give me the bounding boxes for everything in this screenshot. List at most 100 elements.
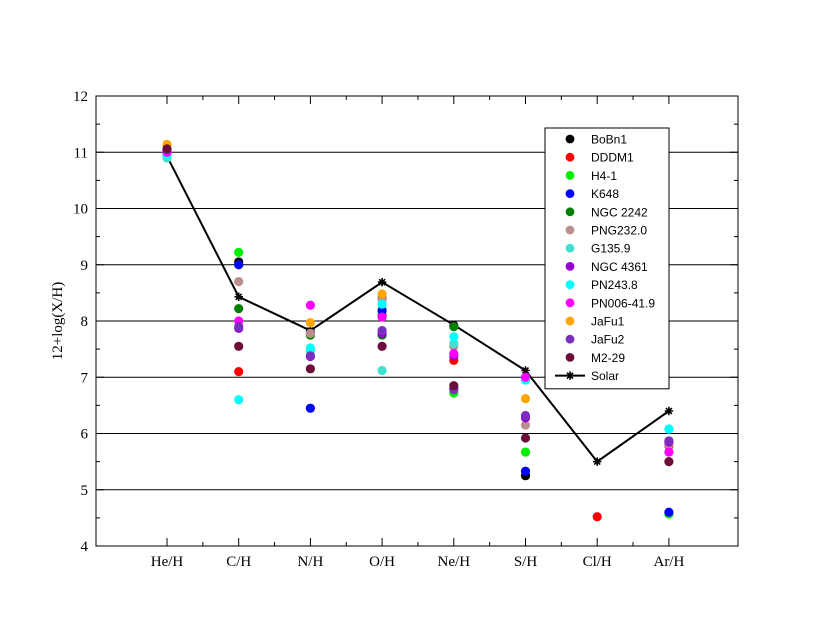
data-point: [377, 289, 387, 299]
solar-star-marker: [664, 406, 674, 416]
legend-label: H4-1: [591, 169, 617, 183]
data-point: [377, 312, 387, 322]
data-point: [449, 349, 459, 359]
data-point: [305, 364, 315, 374]
data-point: [664, 424, 674, 434]
solar-star-marker: [593, 457, 602, 466]
legend-label: JaFu1: [591, 315, 625, 329]
legend-label: G135.9: [591, 242, 631, 256]
data-point: [305, 300, 315, 310]
data-point: [377, 365, 387, 376]
x-tick-label: Ne/H: [438, 554, 471, 570]
data-point: [234, 260, 244, 270]
data-point: [520, 410, 531, 421]
legend-label: NGC 2242: [591, 205, 648, 219]
legend-marker: [565, 207, 575, 217]
legend-label: Solar: [591, 369, 619, 383]
data-point: [520, 433, 531, 443]
data-point: [449, 338, 459, 349]
legend-marker: [565, 280, 575, 289]
legend-marker: [565, 225, 575, 235]
legend-marker: [565, 134, 575, 144]
legend-marker: [565, 152, 575, 162]
solar-line: [166, 155, 670, 463]
legend-marker: [565, 298, 575, 308]
legend-label: PN006-41.9: [591, 296, 655, 310]
gridlines: [96, 151, 738, 491]
x-tick-label: C/H: [226, 554, 251, 570]
legend-marker: [565, 171, 575, 180]
data-point: [449, 381, 459, 391]
data-point: [305, 328, 315, 338]
y-tick-label: 5: [81, 483, 89, 499]
data-points: [162, 139, 674, 522]
data-point: [234, 341, 244, 351]
y-axis-title: 12+log(X/H): [50, 282, 66, 360]
legend-label: PNG232.0: [591, 224, 647, 238]
data-point: [520, 394, 531, 404]
data-point: [520, 466, 531, 476]
y-tick-label: 11: [74, 145, 88, 161]
data-point: [520, 447, 531, 457]
x-tick-label: Ar/H: [653, 554, 684, 570]
legend-marker: [565, 189, 575, 199]
data-point: [305, 343, 315, 353]
data-point: [592, 512, 602, 522]
solar-star-marker: [234, 292, 243, 302]
y-tick-labels: 4 5 6 7 8 9 10 11 12: [73, 89, 89, 555]
legend-label: DDDM1: [591, 151, 634, 165]
legend-marker: [565, 353, 575, 362]
data-point: [234, 322, 244, 332]
data-point: [520, 420, 531, 430]
legend-label: K648: [591, 187, 619, 201]
data-point: [664, 447, 674, 457]
data-point: [305, 318, 315, 328]
y-tick-label: 10: [73, 202, 88, 218]
legend-solar-marker: [565, 371, 575, 380]
x-tick-label: Cl/H: [583, 554, 612, 570]
x-tick-label: N/H: [297, 554, 323, 570]
legend-label: PN243.8: [591, 278, 638, 292]
legend-label: M2-29: [591, 351, 625, 365]
data-point: [234, 277, 244, 287]
data-point: [377, 325, 387, 336]
axis-ticks: [96, 95, 738, 547]
data-point: [234, 247, 244, 257]
data-point: [234, 367, 244, 377]
x-tick-label: He/H: [151, 554, 184, 570]
legend: BoBn1 DDDM1 H4-1 K648 NGC 2242 PNG232.0 G135.9…: [544, 127, 670, 390]
data-point: [234, 304, 244, 314]
legend-marker: [565, 334, 575, 344]
y-tick-label: 6: [81, 427, 89, 443]
x-tick-label: S/H: [514, 554, 538, 570]
data-point: [520, 372, 531, 382]
data-point: [162, 144, 172, 154]
data-point: [664, 507, 674, 517]
y-tick-label: 4: [81, 539, 89, 555]
y-tick-label: 9: [81, 258, 89, 274]
legend-label: BoBn1: [591, 133, 627, 147]
legend-marker: [565, 243, 575, 253]
data-point: [305, 351, 315, 361]
data-point: [664, 457, 674, 467]
solar-star-marker: [377, 277, 387, 287]
data-point: [664, 436, 674, 446]
y-tick-label: 12: [73, 89, 88, 105]
legend-label: JaFu2: [591, 333, 625, 347]
legend-box: [544, 127, 670, 390]
x-tick-label: O/H: [369, 554, 395, 570]
legend-label: NGC 4361: [591, 260, 648, 274]
data-point: [234, 395, 244, 405]
data-point: [449, 332, 459, 342]
y-tick-label: 8: [81, 314, 89, 330]
data-point: [305, 403, 315, 413]
data-point: [377, 341, 387, 351]
data-point: [449, 322, 459, 332]
x-tick-labels: He/H C/H N/H O/H Ne/H S/H Cl/H Ar/H: [151, 554, 685, 570]
legend-marker: [565, 262, 575, 271]
y-tick-label: 7: [81, 370, 89, 386]
solar-star-marker: [521, 366, 530, 375]
legend-marker: [565, 316, 575, 326]
data-point: [377, 299, 387, 309]
